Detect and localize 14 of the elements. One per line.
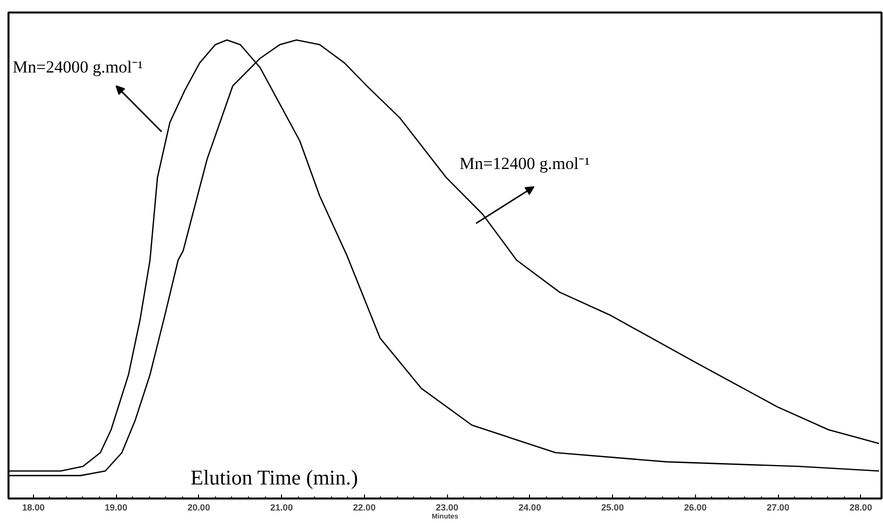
- x-tick-label: 26.00: [684, 502, 707, 512]
- x-tick-label: 27.00: [766, 502, 790, 512]
- x-tick-label: 19.00: [104, 502, 128, 512]
- x-tick-label: 28.00: [850, 502, 872, 512]
- series-label: Mn=12400 g.mol⁻¹: [459, 154, 590, 173]
- annotation: Elution Time (min.): [190, 465, 358, 490]
- x-tick-label: 25.00: [601, 502, 624, 512]
- x-tick-label: 24.00: [518, 502, 542, 512]
- x-tick-label: 18.00: [22, 502, 45, 512]
- x-tick-label: 21.00: [270, 502, 293, 512]
- text: Mn=24000 g.mol⁻¹: [12, 58, 143, 77]
- x-tick-label: 23.00: [436, 502, 458, 512]
- x-tick-label: 22.00: [353, 502, 376, 512]
- x-tick-label: 20.00: [188, 502, 210, 512]
